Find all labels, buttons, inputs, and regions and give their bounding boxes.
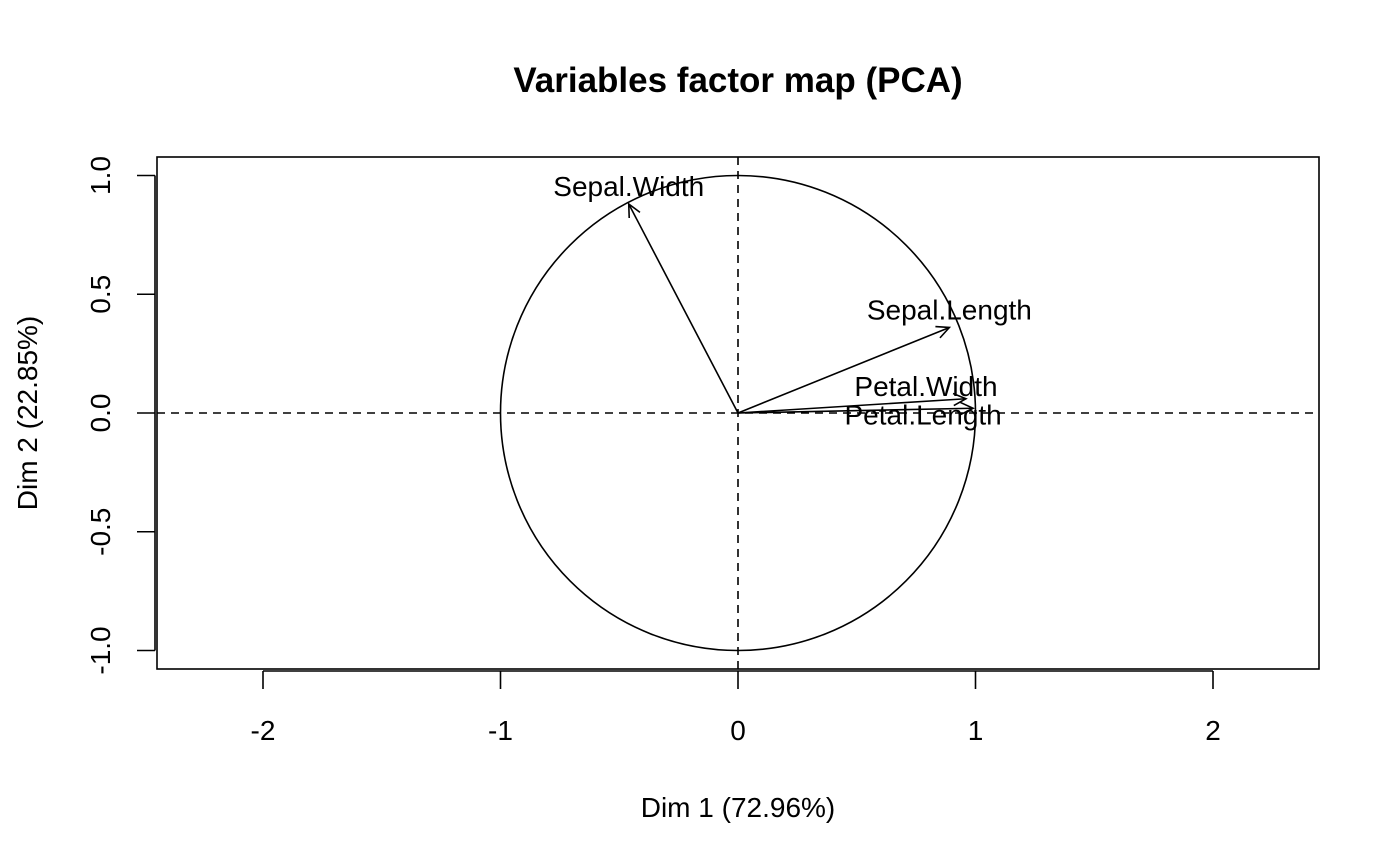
- x-tick-label: 2: [1205, 715, 1221, 746]
- x-tick-label: 0: [730, 715, 746, 746]
- plot-area: Sepal.Length Sepal.Width Petal.LengthPetal…: [157, 157, 1319, 669]
- variable-label-sepal-length: Sepal.Length: [867, 295, 1032, 326]
- y-axis: -1.0 -0.5 0.0 0.5 1.0: [85, 156, 156, 675]
- arrow-sepal-width: [628, 203, 739, 414]
- arrowhead-petal-width: [952, 392, 968, 407]
- y-tick-label: 0.5: [85, 275, 116, 314]
- arrow-sepal-length: [737, 326, 950, 414]
- y-tick-label: 1.0: [85, 156, 116, 195]
- y-tick-label: -0.5: [85, 508, 116, 556]
- x-tick-label: -2: [251, 715, 276, 746]
- y-axis-label: Dim 2 (22.85%): [12, 316, 43, 511]
- y-tick-label: 0.0: [85, 394, 116, 433]
- variable-label-petal-width: Petal.Width: [854, 371, 997, 402]
- arrowhead-sepal-length: [935, 325, 952, 339]
- y-tick-label: -1.0: [85, 626, 116, 674]
- variable-label-petal-length: Petal.Length: [845, 399, 1002, 430]
- arrowhead-petal-length: [960, 401, 975, 416]
- correlation-circle: [499, 174, 977, 652]
- x-axis-label: Dim 1 (72.96%): [641, 792, 836, 823]
- arrow-petal-length: [737, 407, 974, 414]
- chart-title: Variables factor map (PCA): [513, 61, 962, 100]
- x-axis: -2 -1 0 1 2: [251, 670, 1221, 746]
- variable-label-sepal-width: Sepal.Width: [553, 171, 704, 202]
- x-tick-label: 1: [968, 715, 984, 746]
- x-tick-label: -1: [488, 715, 513, 746]
- arrow-petal-width: [737, 397, 967, 414]
- arrowhead-sepal-width: [627, 202, 641, 219]
